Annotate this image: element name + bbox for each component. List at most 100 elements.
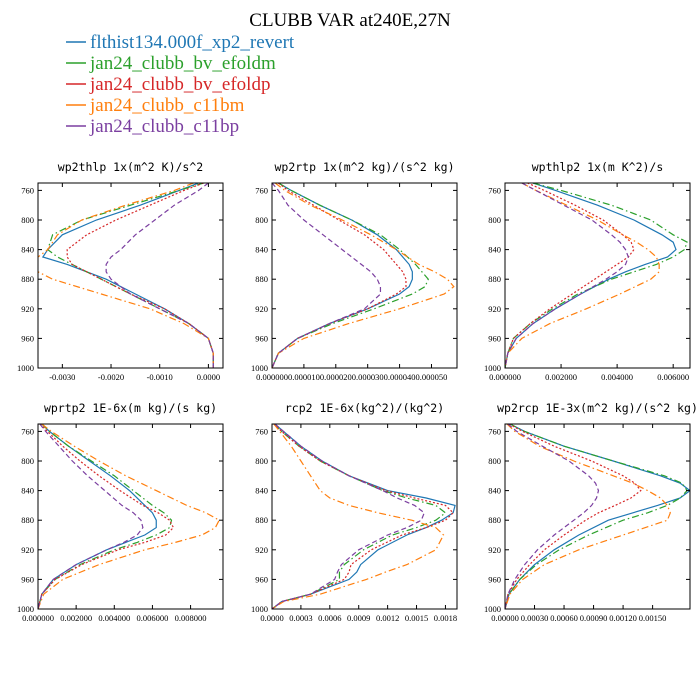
x-tick-label: 0.006000 xyxy=(657,372,689,382)
y-tick-label: 960 xyxy=(21,574,34,584)
plot-frame xyxy=(271,182,458,369)
y-tick-label: 920 xyxy=(21,545,34,555)
x-tick-label: 0.0000 xyxy=(260,613,283,623)
legend-label: jan24_clubb_c11bp xyxy=(89,116,239,137)
series-group xyxy=(38,424,220,609)
y-tick-label: 800 xyxy=(255,456,268,466)
panel: wp2rtp 1x(m^2 kg)/(s^2 kg) 760 800 840 880 92… xyxy=(251,160,458,382)
series-line xyxy=(505,424,688,609)
x-tick-label: 0.004000 xyxy=(601,372,633,382)
x-tick-label: 0.004000 xyxy=(98,613,130,623)
legend-entry: flthist134.000f_xp2_revert xyxy=(66,32,295,53)
y-tick-label: 760 xyxy=(21,426,34,436)
y-tick-label: 800 xyxy=(488,215,501,225)
x-tick-label: 0.0006 xyxy=(318,613,341,623)
x-tick-label: 0.00120 xyxy=(609,613,637,623)
legend-label: jan24_clubb_bv_efoldm xyxy=(89,53,276,74)
plot-frame xyxy=(504,423,691,610)
series-line xyxy=(38,424,175,609)
legend: flthist134.000f_xp2_revertjan24_clubb_bv… xyxy=(66,32,295,137)
figure-title: CLUBB VAR at240E,27N xyxy=(249,10,451,31)
x-tick-label: 0.0015 xyxy=(405,613,428,623)
x-tick-label: 0.0018 xyxy=(434,613,457,623)
series-line xyxy=(38,424,173,609)
series-line xyxy=(272,183,407,368)
y-tick-label: 920 xyxy=(21,304,34,314)
panel: wpthlp2 1x(m K^2)/s 760 800 840 880 920 960 100… xyxy=(484,160,691,382)
x-tick-label: 0.0003 xyxy=(289,613,312,623)
panel-title: wp2rtp 1x(m^2 kg)/(s^2 kg) xyxy=(274,160,454,174)
legend-label: jan24_clubb_bv_efoldp xyxy=(89,74,270,95)
series-line xyxy=(505,424,690,609)
x-tick-label: 0.00090 xyxy=(580,613,608,623)
y-tick-label: 880 xyxy=(21,515,34,525)
y-tick-label: 880 xyxy=(255,274,268,284)
series-line xyxy=(505,183,688,368)
y-tick-label: 840 xyxy=(488,245,501,255)
legend-entry: jan24_clubb_bv_efoldm xyxy=(66,53,276,74)
series-line xyxy=(505,424,642,609)
series-line xyxy=(505,424,600,609)
y-tick-label: 840 xyxy=(21,245,34,255)
y-tick-label: 880 xyxy=(21,274,34,284)
plot-frame xyxy=(271,423,458,610)
x-tick-label: 0.000020 xyxy=(320,372,352,382)
y-tick-label: 800 xyxy=(21,215,34,225)
x-tick-label: -0.0020 xyxy=(98,372,124,382)
x-tick-label: 0.000030 xyxy=(352,372,384,382)
panel-title: wprtp2 1E-6x(m kg)/(s kg) xyxy=(44,401,217,415)
series-line xyxy=(272,424,425,609)
series-line xyxy=(105,183,214,368)
series-line xyxy=(505,424,671,609)
series-group xyxy=(272,424,456,609)
y-tick-label: 960 xyxy=(21,333,34,343)
x-tick-label: 0.0012 xyxy=(376,613,399,623)
legend-entry: jan24_clubb_bv_efoldp xyxy=(66,74,270,95)
y-tick-label: 1000 xyxy=(17,363,34,373)
x-tick-label: 0.00030 xyxy=(521,613,549,623)
y-tick-label: 840 xyxy=(255,486,268,496)
y-tick-label: 960 xyxy=(488,574,501,584)
y-tick-label: 920 xyxy=(488,545,501,555)
x-tick-label: 0.000040 xyxy=(384,372,416,382)
x-tick-label: 0.0000 xyxy=(197,372,220,382)
panel: wp2thlp 1x(m^2 K)/s^2 760 800 840 880 920 960 1… xyxy=(17,160,224,382)
series-line xyxy=(272,424,447,609)
series-line xyxy=(38,424,220,609)
x-tick-label: 0.006000 xyxy=(136,613,168,623)
y-tick-label: 960 xyxy=(255,574,268,584)
x-tick-label: 0.000000 xyxy=(256,372,288,382)
series-group xyxy=(505,183,688,368)
y-tick-label: 1000 xyxy=(251,604,268,614)
panel: wprtp2 1E-6x(m kg)/(s kg) 760 800 840 880 920… xyxy=(17,401,224,623)
plot-frame xyxy=(504,182,691,369)
series-line xyxy=(505,183,677,368)
x-tick-label: 0.000000 xyxy=(22,613,54,623)
y-tick-label: 920 xyxy=(255,304,268,314)
x-tick-label: 0.00150 xyxy=(639,613,667,623)
x-tick-label: 0.000000 xyxy=(489,372,521,382)
x-tick-label: -0.0010 xyxy=(147,372,173,382)
legend-label: jan24_clubb_c11bm xyxy=(89,95,245,116)
legend-entry: jan24_clubb_c11bm xyxy=(66,95,245,116)
y-tick-label: 760 xyxy=(255,426,268,436)
y-tick-label: 960 xyxy=(488,333,501,343)
x-tick-label: 0.008000 xyxy=(175,613,207,623)
series-line xyxy=(66,183,214,368)
y-tick-label: 800 xyxy=(255,215,268,225)
x-tick-label: 0.000010 xyxy=(288,372,320,382)
series-line xyxy=(272,183,455,368)
panel-title: wp2thlp 1x(m^2 K)/s^2 xyxy=(58,160,203,174)
plot-frame xyxy=(37,423,224,610)
series-line xyxy=(505,183,635,368)
panels: wp2thlp 1x(m^2 K)/s^2 760 800 840 880 920 960 1… xyxy=(17,160,698,623)
y-tick-label: 880 xyxy=(488,274,501,284)
y-tick-label: 760 xyxy=(488,426,501,436)
y-tick-label: 920 xyxy=(255,545,268,555)
series-line xyxy=(38,424,157,609)
plot-frame xyxy=(37,182,224,369)
y-tick-label: 1000 xyxy=(484,604,501,614)
x-tick-label: 0.002000 xyxy=(545,372,577,382)
y-tick-label: 880 xyxy=(488,515,501,525)
